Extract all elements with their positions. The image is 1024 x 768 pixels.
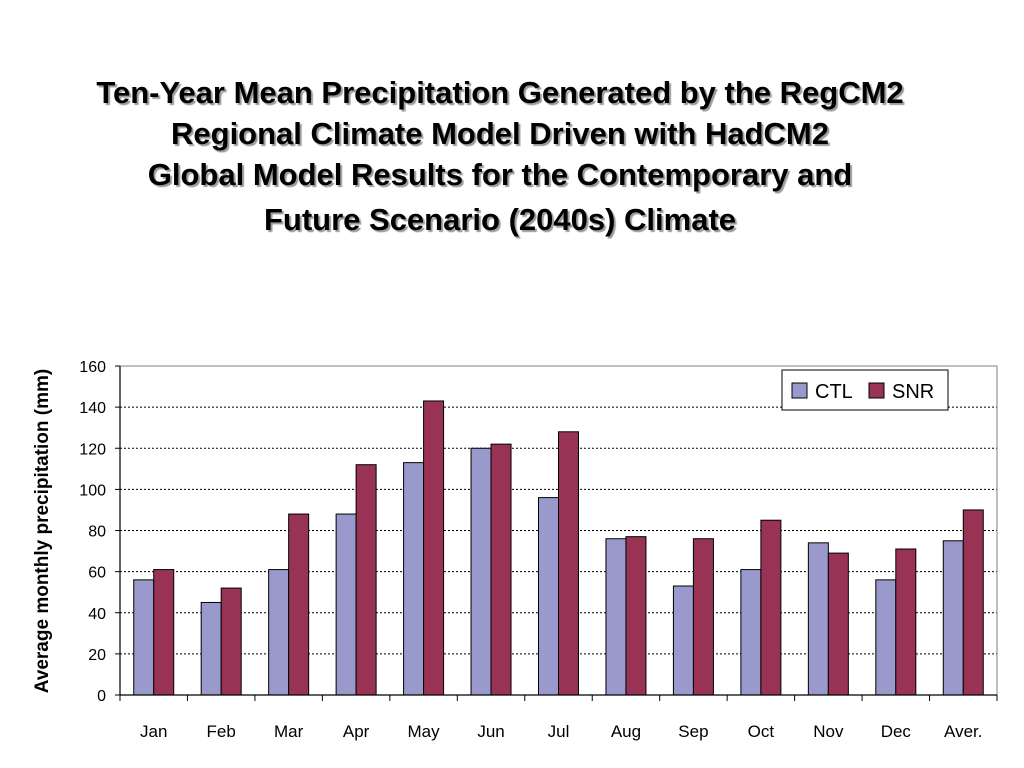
bar-snr-apr [355,464,377,696]
bar-ctl-mar [268,569,290,696]
bar-snr-mar [288,513,310,696]
bar-snr-jan [153,569,175,696]
y-tick-label: 20 [88,647,106,664]
bar-ctl-oct [740,569,762,696]
title-line-1: Ten-Year Mean Precipitation Generated by… [96,75,904,110]
x-tick-label: Aug [611,722,641,741]
bar-ctl-sep [672,585,694,696]
y-tick-label: 120 [79,441,106,458]
bar-snr-sep [692,538,714,696]
x-tick-label: Nov [813,722,844,741]
x-tick-label: Feb [207,722,236,741]
bar-snr-nov [827,552,849,696]
bar-snr-oct [760,519,782,696]
x-tick-labels: Jan Feb Mar Apr May Jun Jul Aug Sep Oct Nov Dec Aver… [140,722,982,741]
title-line-2: Regional Climate Model Driven with HadCM… [171,116,829,151]
bar-ctl-dec [875,579,897,696]
bar-ctl-jan [133,579,155,696]
bar-ctl-apr [335,513,357,696]
bar-snr-aug [625,536,647,696]
legend-box [781,369,949,411]
bar-snr-jul [558,431,579,696]
x-tick-label: Jul [548,722,570,741]
y-tick-label: 140 [79,400,106,417]
bar-snr-may [423,400,445,696]
bar-ctl-feb [200,601,222,696]
slide-title: Ten-Year Mean Precipitation Generated by… [0,72,1000,240]
precipitation-bar-chart: 0 20 40 60 80 100 120 140 160 Jan Feb Mar Apr May Jun… [32,359,998,741]
x-tick-label: Aver. [944,722,982,741]
legend-swatch-ctl [791,382,808,399]
x-tick-label: Sep [678,722,708,741]
legend: CTL SNR [781,369,949,411]
bar-snr-jun [490,443,512,696]
y-axis-label: Average monthly precipitation (mm) [32,369,53,693]
bar-ctl-jul [538,497,559,696]
bar-ctl-jun [470,447,492,696]
legend-swatch-snr [868,382,885,399]
x-tick-label: Dec [881,722,912,741]
bar-snr-dec [895,548,917,696]
y-tick-label: 40 [88,606,106,623]
x-tick-label: Apr [343,722,370,741]
bar-snr-aver [962,509,984,696]
title-line-4: Future Scenario (2040s) Climate [263,202,737,237]
y-tick-label: 60 [88,565,106,582]
bar-snr-feb [220,587,242,696]
bar-ctl-aug [605,538,627,696]
x-tick-label: Jan [140,722,167,741]
legend-label-ctl: CTL [815,381,853,403]
bars-layer [133,400,984,696]
x-tick-label: Oct [748,722,775,741]
y-tick-label: 100 [79,482,106,499]
bar-ctl-may [403,462,425,696]
axes-layer [115,365,998,701]
y-tick-label: 160 [79,359,106,376]
x-tick-label: Mar [274,722,304,741]
x-tick-label: May [408,722,441,741]
y-tick-labels: 0 20 40 60 80 100 120 140 160 [79,359,106,705]
title-line-3: Global Model Results for the Contemporar… [147,157,853,192]
y-tick-label: 0 [97,688,106,705]
y-tick-label: 80 [88,524,106,541]
x-tick-label: Jun [477,722,504,741]
legend-label-snr: SNR [892,381,934,403]
bar-ctl-nov [807,542,829,696]
bar-ctl-aver [942,540,964,696]
